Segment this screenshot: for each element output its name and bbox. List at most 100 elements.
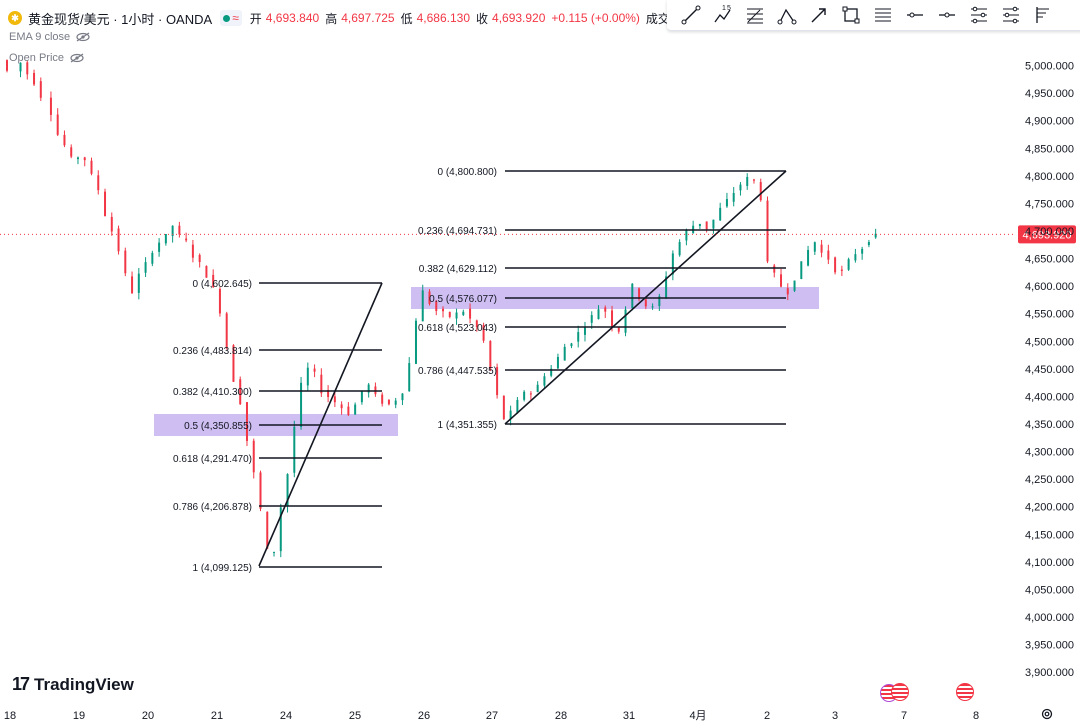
time-tick-label: 24 bbox=[280, 710, 292, 722]
time-tick-label: 18 bbox=[4, 710, 16, 722]
gann-icon[interactable] bbox=[995, 1, 1027, 29]
fib-level-label: 0.382 (4,410.300) bbox=[173, 387, 252, 398]
path-icon[interactable] bbox=[771, 1, 803, 29]
candle-body bbox=[496, 367, 499, 396]
candle-body bbox=[719, 207, 722, 221]
price-tick-label: 4,600.000 bbox=[1025, 281, 1074, 293]
candle-body bbox=[820, 244, 823, 253]
current-price-tag bbox=[1018, 225, 1076, 244]
candle-body bbox=[509, 410, 512, 420]
fib-level-label: 0.236 (4,483.814) bbox=[173, 346, 252, 357]
time-tick-label: 25 bbox=[349, 710, 361, 722]
price-tick-label: 4,900.000 bbox=[1025, 116, 1074, 128]
time-axis: 18 19 20 21 24 25 26 27 28 31 4月 2 3 7 8 bbox=[4, 710, 979, 722]
price-tick-label: 4,950.000 bbox=[1025, 88, 1074, 100]
change-value: +0.115 (+0.00%) bbox=[551, 11, 640, 25]
indicator-open-price[interactable]: Open Price bbox=[9, 52, 84, 64]
symbol-title[interactable]: 黄金现货/美元 · 1小时 · OANDA bbox=[28, 11, 213, 27]
candle-body bbox=[185, 238, 188, 241]
candle-body bbox=[854, 254, 857, 261]
candle-body bbox=[617, 327, 620, 332]
candle-body bbox=[739, 184, 742, 191]
price-tick-label: 4,700.000 bbox=[1025, 226, 1074, 238]
us-flag-icon[interactable] bbox=[891, 683, 909, 701]
arrow-icon[interactable] bbox=[803, 1, 835, 29]
wave-label-5: 5 bbox=[727, 5, 731, 12]
candle-body bbox=[563, 346, 566, 361]
candle-body bbox=[381, 394, 384, 404]
fib-level-label: 0.5 (4,576.077) bbox=[429, 294, 497, 305]
candle-body bbox=[259, 472, 262, 509]
candle-body bbox=[448, 312, 451, 317]
candle-body bbox=[482, 324, 485, 341]
candle-body bbox=[813, 242, 816, 252]
candle-body bbox=[367, 384, 370, 393]
candle-body bbox=[26, 62, 29, 75]
candle-body bbox=[685, 229, 688, 241]
candle-body bbox=[678, 242, 681, 256]
candle-body bbox=[631, 283, 634, 309]
trend-line-icon[interactable] bbox=[675, 1, 707, 29]
candle-body bbox=[746, 176, 749, 186]
candle-body bbox=[834, 257, 837, 273]
eye-slash-icon[interactable] bbox=[70, 53, 84, 63]
horizontal-lines-icon[interactable] bbox=[867, 1, 899, 29]
candle-body bbox=[327, 390, 330, 398]
indicator-ema[interactable]: EMA 9 close bbox=[9, 31, 90, 43]
candle-body bbox=[462, 311, 465, 315]
candle-body bbox=[766, 200, 769, 262]
candle-body bbox=[33, 72, 36, 85]
time-tick-label: 8 bbox=[973, 710, 979, 722]
candle-body bbox=[543, 376, 546, 386]
tradingview-logo: 17 TradingView bbox=[12, 674, 134, 695]
candle-body bbox=[725, 199, 728, 207]
market-status-badge[interactable]: ≈ bbox=[220, 10, 242, 26]
candle-body bbox=[239, 379, 242, 405]
candle-body bbox=[124, 250, 127, 274]
candle-body bbox=[712, 219, 715, 229]
candle-body bbox=[861, 248, 864, 254]
eye-slash-icon[interactable] bbox=[76, 32, 90, 42]
candle-body bbox=[245, 402, 248, 442]
candle-body bbox=[191, 244, 194, 258]
candle-body bbox=[306, 367, 309, 386]
candle-body bbox=[523, 391, 526, 400]
candle-body bbox=[489, 340, 492, 369]
us-flag-icon[interactable] bbox=[956, 683, 974, 701]
price-tick-label: 4,650.000 bbox=[1025, 254, 1074, 266]
candle-body bbox=[807, 249, 810, 266]
candle-body bbox=[164, 233, 167, 244]
candle-body bbox=[556, 356, 559, 369]
time-tick-label: 26 bbox=[418, 710, 430, 722]
fib-highlight-bands bbox=[154, 287, 819, 436]
candle-body bbox=[597, 309, 600, 320]
price-tick-label: 4,550.000 bbox=[1025, 309, 1074, 321]
candle-body bbox=[624, 309, 627, 333]
ray-icon[interactable] bbox=[931, 1, 963, 29]
candle-body bbox=[110, 216, 113, 232]
price-tick-label: 4,300.000 bbox=[1025, 447, 1074, 459]
flag-icon[interactable] bbox=[1027, 1, 1059, 29]
price-tick-label: 4,850.000 bbox=[1025, 143, 1074, 155]
indicator-open-price-label: Open Price bbox=[9, 52, 65, 64]
rectangle-icon[interactable] bbox=[835, 1, 867, 29]
candle-body bbox=[144, 262, 147, 273]
candle-body bbox=[300, 382, 303, 427]
candle-body bbox=[63, 134, 66, 146]
horizontal-line-icon[interactable] bbox=[899, 1, 931, 29]
gold-symbol-icon: ✱ bbox=[8, 11, 22, 25]
candle-body bbox=[401, 393, 404, 401]
gear-icon[interactable] bbox=[1040, 707, 1054, 721]
candle-body bbox=[671, 253, 674, 275]
fib-retracement-icon[interactable] bbox=[739, 1, 771, 29]
fib-levels-icon[interactable] bbox=[963, 1, 995, 29]
candle-body bbox=[469, 308, 472, 319]
candle-body bbox=[354, 404, 357, 415]
time-tick-label: 20 bbox=[142, 710, 154, 722]
time-tick-label: 21 bbox=[211, 710, 223, 722]
fib-level-label: 0.618 (4,291.470) bbox=[173, 454, 252, 465]
time-tick-label: 3 bbox=[832, 710, 838, 722]
